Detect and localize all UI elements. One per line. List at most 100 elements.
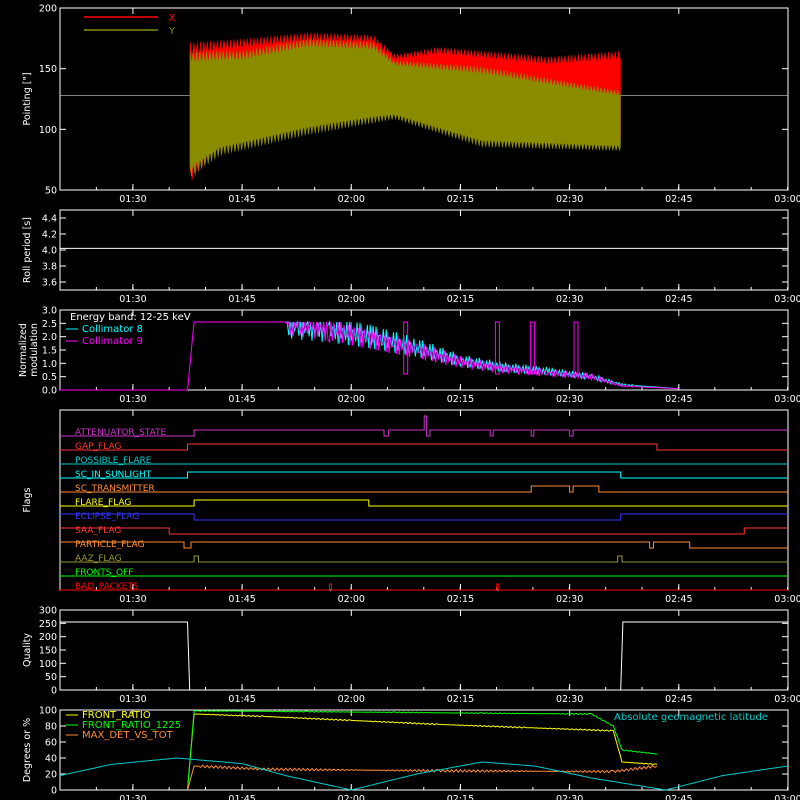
y-tick-label: 50	[45, 672, 57, 683]
y-tick-label: 200	[39, 632, 57, 643]
flag-label-fronts-off: FRONTS_OFF	[75, 568, 133, 578]
series-line-1	[187, 709, 657, 791]
x-tick-label: 01:30	[119, 594, 146, 605]
flag-line-bad-packets	[60, 583, 788, 591]
x-tick-label: 02:30	[556, 594, 583, 605]
series-line-0	[187, 713, 658, 791]
x-tick-label: 03:00	[774, 694, 800, 705]
flag-label-particle-flag: PARTICLE_FLAG	[75, 540, 145, 550]
x-tick-label: 03:00	[774, 394, 800, 405]
y-tick-label: 300	[39, 606, 57, 617]
y-tick-label: 250	[39, 619, 57, 630]
flag-line-flare-flag	[60, 499, 788, 507]
x-tick-label: 02:30	[556, 794, 583, 800]
x-tick-label: 02:30	[556, 394, 583, 405]
y-tick-label: 0.0	[42, 386, 57, 397]
y-tick-label: 60	[45, 738, 57, 749]
x-tick-label: 03:00	[774, 794, 800, 800]
x-tick-label: 02:00	[338, 194, 365, 205]
x-tick-label: 01:45	[228, 694, 255, 705]
x-tick-label: 02:45	[665, 394, 692, 405]
legend-title: Energy band: 12-25 keV	[70, 312, 191, 323]
x-tick-label: 01:30	[119, 194, 146, 205]
flag-line-sc-transmitter	[60, 485, 788, 493]
panel-pointing: 01:30 01:45 02:00 02:15 02:30 02:45 03:00 50 100…	[22, 4, 800, 206]
y-axis-label: Normalizedmodulation	[18, 323, 40, 377]
panel-ratios: 01:30 01:45 02:00 02:15 02:30 02:45 03:00 0 20 40…	[22, 706, 800, 800]
x-tick-label: 03:00	[774, 594, 800, 605]
y-axis-label: Flags	[22, 487, 33, 512]
flag-line-aaz-flag	[60, 555, 788, 563]
flag-label-possible-flare: POSSIBLE_FLARE	[75, 456, 152, 466]
flag-line-sc-in-sunlight	[60, 471, 788, 479]
y-tick-label: 150	[39, 64, 57, 75]
panel-modulation: 01:30 01:45 02:00 02:15 02:30 02:45 03:00 0.0 0.…	[18, 306, 800, 406]
x-tick-label: 02:15	[447, 594, 474, 605]
y-axis-label-line: modulation	[29, 323, 40, 377]
legend-label: Collimator 9	[82, 336, 143, 347]
x-tick-label: 02:00	[338, 294, 365, 305]
x-tick-label: 02:15	[447, 394, 474, 405]
y-axis-label: Pointing ["]	[22, 72, 33, 125]
x-tick-label: 02:15	[447, 294, 474, 305]
x-tick-label: 03:00	[774, 294, 800, 305]
flag-label-eclipse-flag: ECLIPSE_FLAG	[75, 512, 139, 522]
panel-roll-period: 01:30 01:45 02:00 02:15 02:30 02:45 03:00 3.6 3.…	[22, 209, 800, 305]
y-axis-label: Quality	[22, 633, 33, 667]
y-tick-label: 4.0	[42, 246, 57, 257]
y-tick-label: 100	[39, 659, 57, 670]
panel-flags: 01:30 01:45 02:00 02:15 02:30 02:45 03:00 Flags…	[22, 409, 800, 605]
x-tick-label: 01:45	[228, 294, 255, 305]
flag-line-eclipse-flag	[60, 513, 788, 521]
legend-label: FRONT_RATIO	[82, 710, 151, 721]
flag-line-saa-flag	[60, 527, 788, 535]
legend-label: Absolute geomagnetic latitude	[614, 712, 768, 723]
y-tick-label: 0	[51, 686, 57, 697]
flag-label-saa-flag: SAA_FLAG	[75, 526, 121, 536]
modulation-spike	[573, 321, 579, 375]
x-tick-label: 02:45	[665, 794, 692, 800]
modulation-spike	[529, 321, 535, 375]
y-axis-label-line: Normalized	[18, 323, 29, 377]
series-line-3	[59, 757, 789, 791]
x-tick-label: 02:45	[665, 594, 692, 605]
y-tick-label: 150	[39, 646, 57, 657]
series-band-y	[189, 38, 621, 177]
x-tick-label: 02:45	[665, 194, 692, 205]
series-line-1	[60, 320, 679, 391]
x-tick-label: 01:30	[119, 394, 146, 405]
y-tick-label: 3.6	[42, 278, 57, 289]
legend-label: Collimator 8	[82, 324, 143, 335]
x-tick-label: 01:30	[119, 694, 146, 705]
y-tick-label: 1.5	[42, 346, 57, 357]
y-tick-label: 4.4	[42, 214, 57, 225]
flag-line-particle-flag	[60, 541, 788, 549]
x-tick-label: 02:15	[447, 794, 474, 800]
x-tick-label: 02:15	[447, 694, 474, 705]
y-tick-label: 20	[45, 770, 57, 781]
x-tick-label: 01:30	[119, 794, 146, 800]
x-tick-label: 01:45	[228, 194, 255, 205]
y-axis-label: Roll period [s]	[22, 217, 33, 283]
x-tick-label: 01:30	[119, 294, 146, 305]
flag-label-aaz-flag: AAZ_FLAG	[75, 554, 122, 564]
modulation-spike	[494, 321, 500, 375]
y-tick-label: 50	[45, 186, 57, 197]
x-tick-label: 02:30	[556, 294, 583, 305]
y-tick-label: 2.0	[42, 332, 57, 343]
flag-label-sc-transmitter: SC_TRANSMITTER	[75, 484, 155, 494]
x-tick-label: 02:45	[665, 294, 692, 305]
x-tick-label: 02:30	[556, 194, 583, 205]
panel-frame	[59, 409, 789, 591]
legend-label-y: Y	[168, 26, 176, 37]
flag-label-flare-flag: FLARE_FLAG	[75, 498, 131, 508]
flag-label-gap-flag: GAP_FLAG	[75, 442, 121, 452]
x-tick-label: 02:00	[338, 594, 365, 605]
y-tick-label: 3.8	[42, 262, 57, 273]
y-tick-label: 0	[51, 786, 57, 797]
y-tick-label: 0.5	[42, 372, 57, 383]
panel-quality: 01:30 01:45 02:00 02:15 02:30 02:45 03:00 0 50 10…	[22, 606, 800, 706]
panel-frame	[59, 209, 789, 291]
legend-label: FRONT_RATIO_1225	[82, 720, 181, 731]
